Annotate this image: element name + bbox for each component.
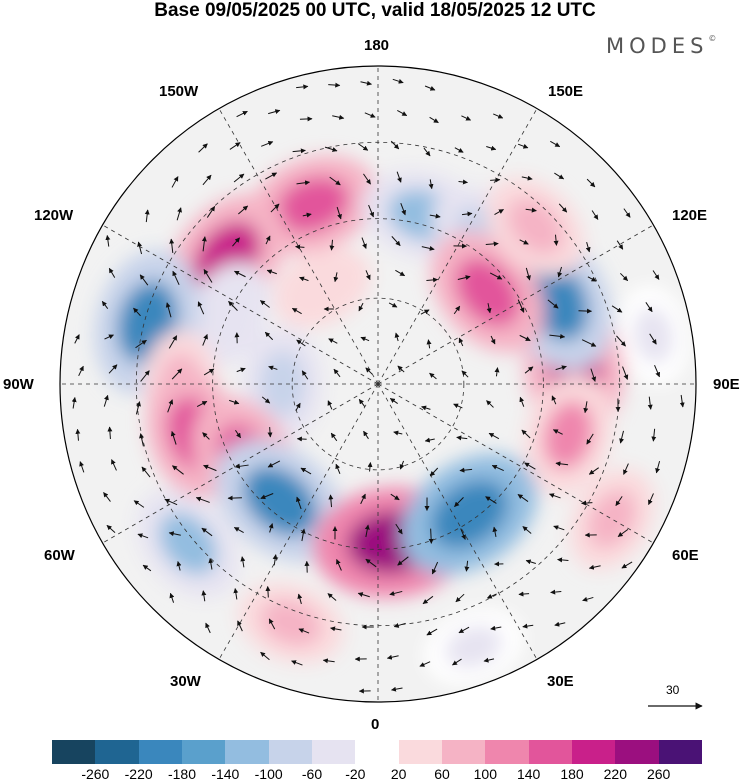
lon-label-0: 0 bbox=[371, 716, 379, 734]
wind-vector-259 bbox=[268, 586, 269, 597]
lon-label-180: 180 bbox=[364, 37, 389, 55]
colorbar-cell-7 bbox=[355, 740, 398, 764]
colorbar-cell-0 bbox=[52, 740, 95, 764]
lon-label-60e: 60E bbox=[672, 547, 699, 565]
colorbar-tick-label: -220 bbox=[125, 766, 153, 782]
lon-label-150w: 150W bbox=[159, 83, 198, 101]
colorbar-tick-label: -100 bbox=[255, 766, 283, 782]
lon-label-120w: 120W bbox=[34, 207, 73, 225]
lon-label-30e: 30E bbox=[547, 673, 574, 691]
wind-vector-106 bbox=[578, 311, 591, 312]
colorbar-cell-10 bbox=[485, 740, 528, 764]
colorbar-tick-label: -60 bbox=[302, 766, 322, 782]
colorbar-tick-label: -20 bbox=[345, 766, 365, 782]
lon-label-60w: 60W bbox=[44, 547, 75, 565]
colorbar-cell-1 bbox=[95, 740, 138, 764]
colorbar-cell-3 bbox=[182, 740, 225, 764]
colorbar-tick-label: 140 bbox=[517, 766, 540, 782]
colorbar-tick-label: 100 bbox=[474, 766, 497, 782]
wind-vector-173 bbox=[270, 427, 271, 437]
colorbar-cell-5 bbox=[269, 740, 312, 764]
lon-label-90w: 90W bbox=[3, 376, 34, 394]
colorbar-cell-4 bbox=[225, 740, 268, 764]
colorbar-cell-2 bbox=[139, 740, 182, 764]
arrow-right-icon bbox=[646, 683, 706, 713]
lon-label-120e: 120E bbox=[672, 207, 707, 225]
wind-vector-220 bbox=[582, 503, 593, 504]
colorbar-cell-8 bbox=[399, 740, 442, 764]
colorbar bbox=[52, 740, 702, 764]
colorbar-tick-label: -260 bbox=[81, 766, 109, 782]
colorbar-cell-11 bbox=[529, 740, 572, 764]
lon-label-90e: 90E bbox=[713, 376, 740, 394]
lon-label-30w: 30W bbox=[170, 673, 201, 691]
colorbar-cell-12 bbox=[572, 740, 615, 764]
colorbar-tick-label: 260 bbox=[647, 766, 670, 782]
colorbar-cell-9 bbox=[442, 740, 485, 764]
colorbar-cell-13 bbox=[615, 740, 658, 764]
colorbar-cell-14 bbox=[659, 740, 702, 764]
colorbar-tick-label: 60 bbox=[434, 766, 450, 782]
lon-label-150e: 150E bbox=[548, 83, 583, 101]
colorbar-tick-label: 220 bbox=[604, 766, 627, 782]
colorbar-ticks: -260 -220 -180 -140 -100 -60 -20 20 60 100 140 180 2… bbox=[0, 766, 750, 784]
colorbar-tick-label: -140 bbox=[211, 766, 239, 782]
colorbar-tick-label: 180 bbox=[560, 766, 583, 782]
colorbar-cell-6 bbox=[312, 740, 355, 764]
wind-vector-36 bbox=[490, 180, 500, 181]
colorbar-tick-label: -180 bbox=[168, 766, 196, 782]
colorbar-tick-label: 20 bbox=[391, 766, 407, 782]
